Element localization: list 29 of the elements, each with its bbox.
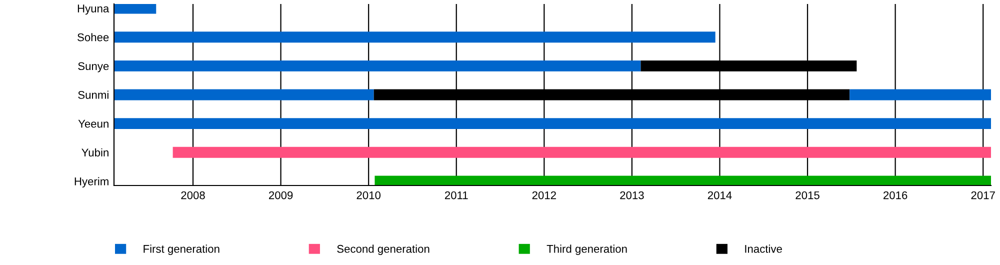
y-tick-label: Yeeun: [78, 120, 108, 128]
x-tick-label: 2017: [971, 191, 995, 200]
legend-label: First generation: [144, 244, 220, 255]
legend-label: Second generation: [337, 244, 430, 255]
y-tick-label: Sunmi: [78, 90, 108, 99]
legend-label: Third generation: [546, 244, 627, 255]
bar: [114, 32, 716, 43]
bar: [374, 176, 991, 186]
legend-label: Inactive: [745, 244, 782, 253]
bar: [850, 89, 991, 100]
x-tick-label: 2009: [269, 191, 293, 200]
x-tick-label: 2016: [884, 191, 908, 200]
y-tick-label: Hyuna: [78, 4, 110, 15]
y-tick-label: Sunye: [78, 62, 109, 72]
bar: [114, 118, 991, 130]
bar: [114, 89, 374, 100]
x-tick-label: 2011: [444, 191, 468, 200]
x-tick-label: 2013: [620, 191, 644, 200]
bar: [114, 4, 156, 14]
x-tick-label: 2010: [356, 191, 381, 200]
x-tick-label: 2014: [708, 191, 732, 200]
y-tick-label: Hyerim: [74, 177, 108, 188]
x-tick-label: 2012: [532, 191, 556, 200]
x-tick-label: 2015: [796, 191, 820, 200]
bar: [114, 60, 641, 72]
y-tick-label: Yubin: [82, 148, 108, 156]
y-tick-label: Sohee: [78, 33, 109, 42]
x-tick-label: 2008: [181, 191, 205, 200]
bar: [172, 146, 991, 158]
